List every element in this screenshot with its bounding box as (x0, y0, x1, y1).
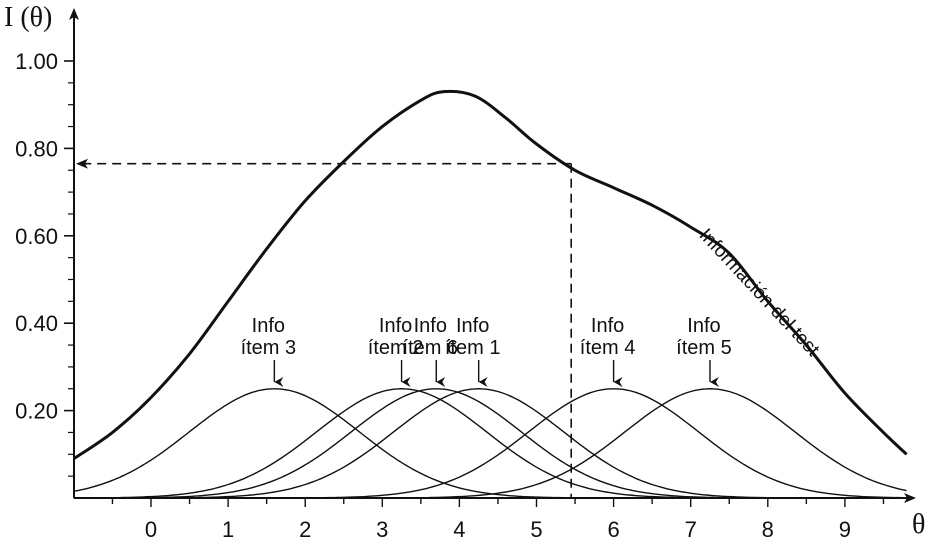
x-tick-label: 7 (685, 517, 697, 541)
item-label-line1: Info (456, 315, 489, 337)
x-tick-label: 2 (299, 517, 311, 541)
x-tick-label: 8 (762, 517, 774, 541)
item-label-line1: Info (591, 315, 624, 337)
item-label-line1: Info (379, 315, 412, 337)
x-tick-label: 6 (607, 517, 619, 541)
y-tick-label: 0.40 (15, 311, 58, 336)
y-tick-label: 0.20 (15, 399, 58, 424)
item-info-curve-2 (73, 388, 907, 499)
item-info-curve-5 (73, 388, 907, 499)
x-tick-label: 1 (222, 517, 234, 541)
item-label-line2: ítem 5 (676, 337, 732, 359)
test-info-curve (73, 89, 908, 460)
item-info-curve-6 (73, 388, 907, 499)
item-label-line2: ítem 3 (241, 337, 297, 359)
item-info-curve-3 (73, 388, 907, 499)
item-label-line2: ítem 4 (580, 337, 636, 359)
item-label-line2: ítem 2 (368, 337, 424, 359)
y-tick-label: 1.00 (15, 49, 58, 74)
item-info-curve-1 (73, 388, 907, 499)
y-axis-title: I (θ) (4, 2, 52, 33)
x-tick-label: 9 (839, 517, 851, 541)
x-axis-title: θ (912, 509, 925, 540)
x-tick-label: 4 (453, 517, 465, 541)
item-info-curve-4 (73, 388, 907, 499)
item-label-line2: ítem 1 (445, 337, 501, 359)
y-tick-label: 0.80 (15, 136, 58, 161)
x-tick-label: 3 (376, 517, 388, 541)
item-label-line1: Info (687, 315, 720, 337)
item-label-line2: ítem 6 (402, 337, 458, 359)
item-label-line1: Info (414, 315, 447, 337)
y-tick-label: 0.60 (15, 224, 58, 249)
item-label-line1: Info (252, 315, 285, 337)
x-tick-label: 5 (530, 517, 542, 541)
x-tick-label: 0 (145, 517, 157, 541)
